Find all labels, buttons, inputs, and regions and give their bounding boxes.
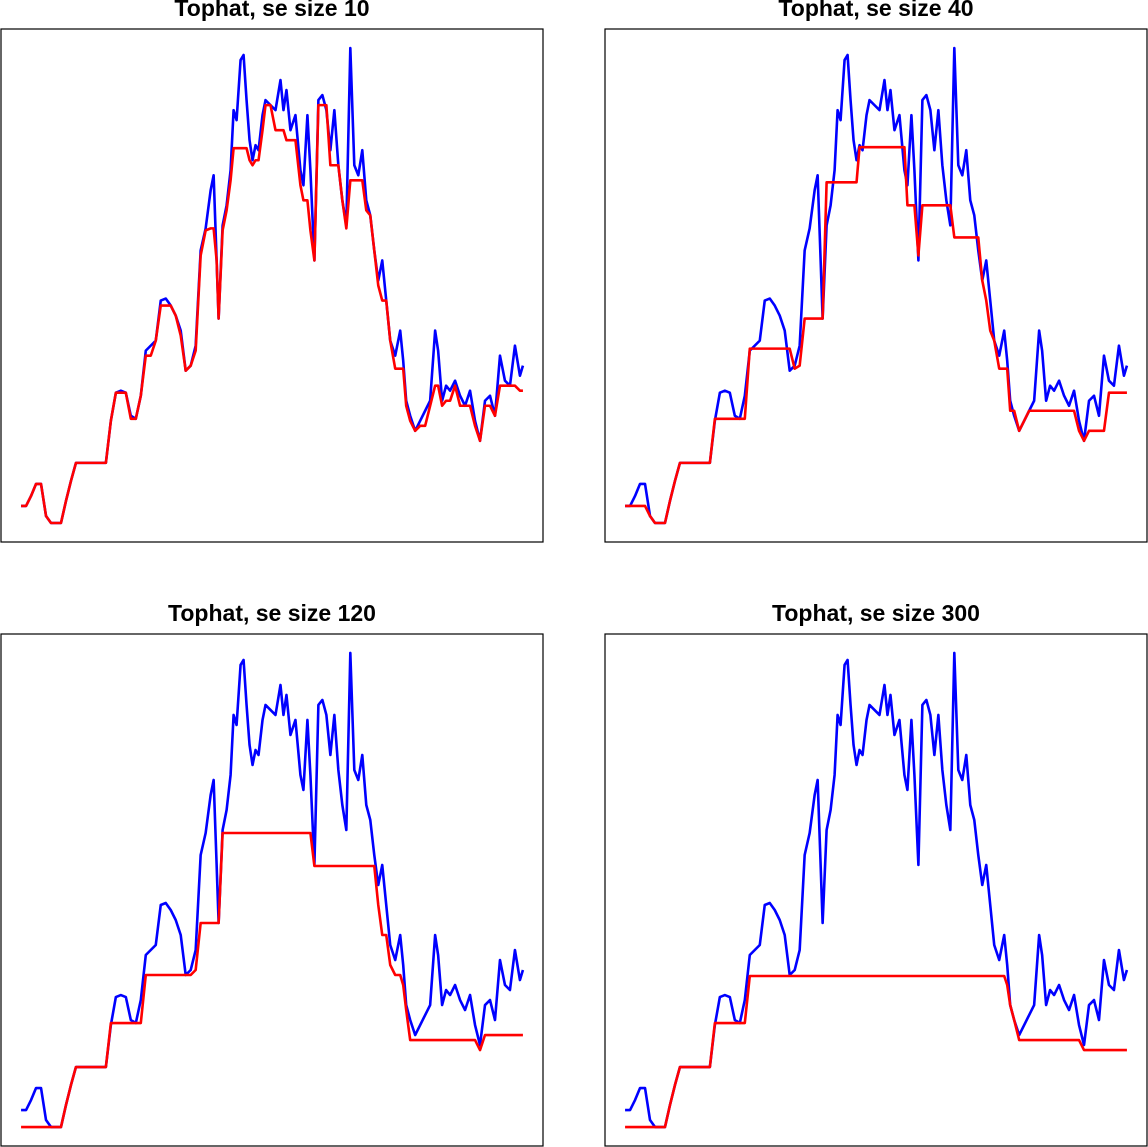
chart-title: Tophat, se size 120: [168, 600, 376, 626]
data-line: [625, 145, 1127, 525]
plot-frame: [0, 633, 544, 1147]
data-line: [625, 974, 1127, 1129]
plot-frame: [604, 28, 1148, 543]
chart-title: Tophat, se size 300: [772, 600, 980, 626]
plot-frame: [604, 633, 1148, 1147]
data-line: [625, 46, 1129, 525]
data-line: [21, 651, 525, 1129]
plot-frame: [0, 28, 544, 543]
data-line: [21, 103, 523, 525]
data-line: [625, 651, 1129, 1129]
data-line: [21, 831, 523, 1129]
chart-title: Tophat, se size 40: [778, 0, 973, 21]
chart-title: Tophat, se size 10: [174, 0, 369, 21]
